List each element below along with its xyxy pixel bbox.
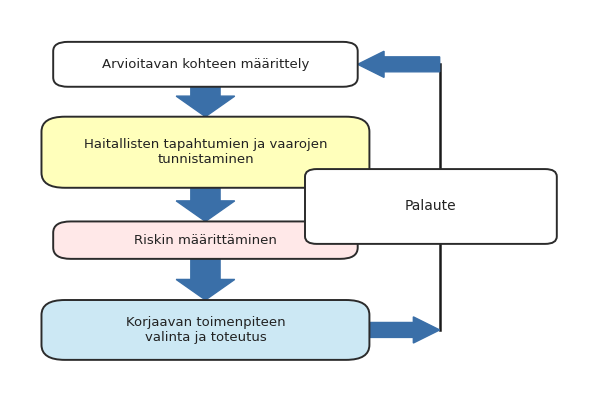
FancyBboxPatch shape (53, 42, 357, 87)
FancyArrow shape (357, 51, 440, 77)
FancyArrow shape (176, 87, 235, 117)
FancyArrow shape (176, 259, 235, 300)
FancyArrow shape (176, 188, 235, 221)
FancyArrow shape (370, 317, 440, 343)
Text: Riskin määrittäminen: Riskin määrittäminen (134, 234, 277, 247)
Text: Arvioitavan kohteen määrittely: Arvioitavan kohteen määrittely (102, 58, 309, 71)
Text: Haitallisten tapahtumien ja vaarojen
tunnistaminen: Haitallisten tapahtumien ja vaarojen tun… (84, 138, 327, 166)
FancyBboxPatch shape (41, 300, 370, 360)
FancyBboxPatch shape (53, 221, 357, 259)
FancyBboxPatch shape (305, 169, 557, 244)
Text: Korjaavan toimenpiteen
valinta ja toteutus: Korjaavan toimenpiteen valinta ja toteut… (126, 316, 285, 344)
FancyBboxPatch shape (41, 117, 370, 188)
Text: Palaute: Palaute (405, 199, 457, 213)
